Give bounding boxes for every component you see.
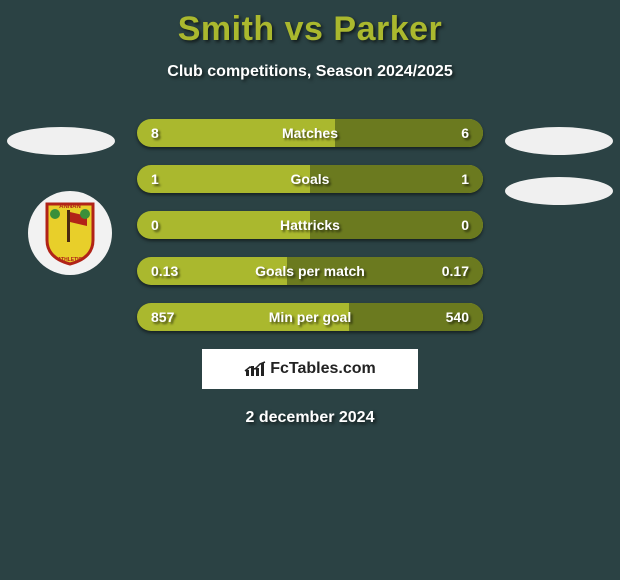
stat-value-right: 0 [461,217,469,233]
stat-label: Hattricks [280,217,340,233]
stat-label: Min per goal [269,309,351,325]
player-right-oval-1 [505,127,613,155]
stat-value-right: 1 [461,171,469,187]
stat-row: 857 Min per goal 540 [137,303,483,331]
stat-value-left: 0.13 [151,263,178,279]
stat-value-right: 0.17 [442,263,469,279]
stat-rows: 8 Matches 6 1 Goals 1 0 Hattricks 0 0.13 Goals per… [137,119,483,331]
comparison-area: ANNAN ATHLETIC 8 Matches 6 1 Goals 1 0 Hattrick… [0,119,620,331]
club-badge-annan: ANNAN ATHLETIC [28,191,112,275]
stat-row: 8 Matches 6 [137,119,483,147]
stat-row: 0 Hattricks 0 [137,211,483,239]
bar-chart-icon [244,360,266,378]
stat-value-left: 857 [151,309,174,325]
stat-bar-right [310,165,483,193]
fctables-watermark: FcTables.com [202,349,418,389]
stat-label: Goals [291,171,330,187]
stat-value-left: 0 [151,217,159,233]
stat-value-right: 540 [446,309,469,325]
svg-text:ATHLETIC: ATHLETIC [58,257,83,263]
player-right-oval-2 [505,177,613,205]
player-left-oval [7,127,115,155]
stat-label: Goals per match [255,263,365,279]
page-title: Smith vs Parker [0,0,620,49]
stat-value-right: 6 [461,125,469,141]
subtitle: Club competitions, Season 2024/2025 [0,63,620,81]
stat-row: 0.13 Goals per match 0.17 [137,257,483,285]
stat-label: Matches [282,125,338,141]
brand-text: FcTables.com [270,360,376,378]
stat-value-left: 1 [151,171,159,187]
render-date: 2 december 2024 [0,409,620,427]
annan-athletic-crest-icon: ANNAN ATHLETIC [43,200,97,266]
stat-row: 1 Goals 1 [137,165,483,193]
svg-text:ANNAN: ANNAN [59,204,81,210]
stat-value-left: 8 [151,125,159,141]
